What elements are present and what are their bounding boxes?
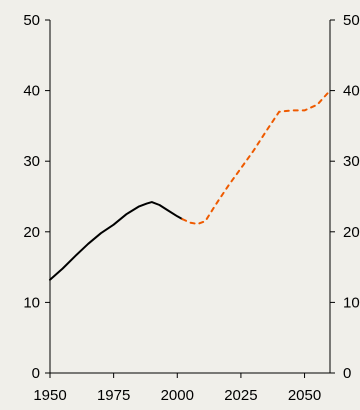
y-tick-label-right: 30 (343, 153, 360, 170)
x-tick-label: 2000 (161, 387, 194, 404)
y-tick-label-right: 50 (343, 12, 360, 29)
x-tick-label: 1950 (33, 387, 66, 404)
y-tick-label-left: 20 (23, 224, 40, 241)
historical-series-line (49, 201, 184, 281)
y-tick-label-left: 10 (23, 294, 40, 311)
x-tick-label: 1975 (97, 387, 130, 404)
y-tick-label-left: 50 (23, 12, 40, 29)
y-tick-label-left: 40 (23, 83, 40, 100)
y-tick-label-right: 0 (343, 365, 351, 382)
y-tick-label-right: 10 (343, 294, 360, 311)
y-tick-label-right: 40 (343, 83, 360, 100)
y-tick-label-left: 30 (23, 153, 40, 170)
x-tick-label: 2050 (288, 387, 321, 404)
x-tick-label: 2025 (224, 387, 257, 404)
y-tick-label-left: 0 (32, 365, 40, 382)
y-tick-label-right: 20 (343, 224, 360, 241)
projection-series-line (181, 89, 331, 225)
